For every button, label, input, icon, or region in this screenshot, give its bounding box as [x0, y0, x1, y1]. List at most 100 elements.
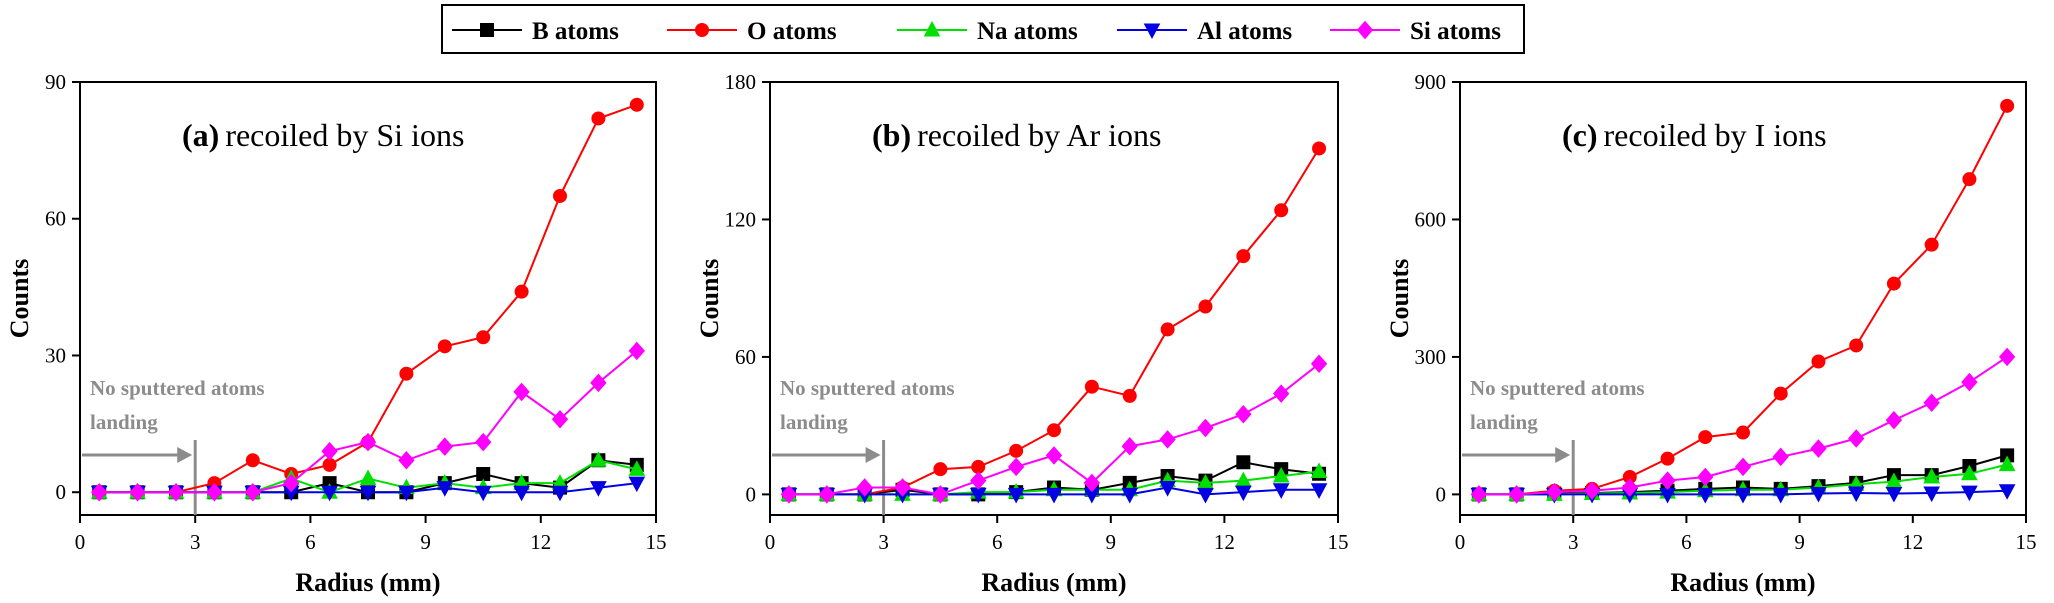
- data-point: [283, 473, 300, 493]
- data-point: [1810, 439, 1827, 458]
- data-point: [167, 482, 185, 502]
- series-line: [788, 147, 1320, 496]
- y-tick-label: 180: [725, 70, 757, 94]
- data-point: [1962, 172, 1977, 187]
- data-point: [1197, 487, 1214, 504]
- plot-frame: [769, 81, 1339, 516]
- data-point: [436, 437, 453, 456]
- y-tick-label: 90: [45, 70, 66, 94]
- data-point: [514, 284, 529, 299]
- annotation-line-2: landing: [90, 410, 158, 434]
- data-point: [932, 485, 949, 504]
- data-point: [628, 341, 645, 361]
- series-si-atoms: [1470, 347, 2016, 504]
- data-point: [1849, 338, 1864, 353]
- data-point: [1122, 388, 1137, 403]
- x-tick-label: 15: [1328, 530, 1349, 554]
- data-point: [437, 339, 452, 354]
- data-point: [474, 485, 492, 502]
- data-point: [1659, 471, 1676, 490]
- data-point: [1470, 485, 1488, 504]
- x-axis-title: Radius (mm): [295, 568, 440, 597]
- data-point: [513, 382, 530, 402]
- data-point: [1121, 487, 1139, 504]
- data-point: [1847, 486, 1865, 503]
- legend-label: O atoms: [747, 18, 837, 45]
- x-tick-label: 3: [1568, 530, 1579, 554]
- panel-title: (a) recoiled by Si ions: [182, 117, 464, 153]
- data-point: [476, 330, 491, 345]
- data-point: [359, 469, 377, 486]
- series-si-atoms: [780, 354, 1328, 504]
- data-point: [1274, 203, 1289, 218]
- legend-label: Na atoms: [977, 18, 1078, 45]
- data-point: [818, 485, 835, 504]
- y-tick-label: 600: [1415, 207, 1447, 231]
- x-tick-label: 3: [878, 530, 889, 554]
- x-axis-title: Radius (mm): [1670, 568, 1815, 597]
- data-point: [1007, 457, 1025, 477]
- y-tick-label: 0: [746, 482, 757, 506]
- legend-entry: Al atoms: [1117, 18, 1292, 45]
- data-point: [1772, 447, 1789, 467]
- data-point: [1159, 430, 1176, 449]
- data-point: [970, 471, 987, 490]
- data-point: [1961, 485, 1978, 502]
- x-tick-label: 6: [992, 530, 1003, 554]
- data-point: [590, 451, 607, 467]
- data-point: [206, 482, 223, 502]
- annotation-arrow-head: [1555, 447, 1571, 463]
- y-axis-title: Counts: [695, 259, 724, 338]
- data-point: [476, 466, 491, 481]
- data-point: [1998, 347, 2016, 367]
- x-tick-label: 9: [1794, 530, 1805, 554]
- data-point: [1773, 386, 1788, 401]
- data-point: [398, 451, 415, 470]
- panel-title-text: recoiled by Si ions: [225, 117, 464, 153]
- data-point: [1009, 443, 1024, 458]
- data-point: [1696, 487, 1714, 504]
- data-point: [321, 441, 338, 461]
- x-tick-label: 3: [190, 530, 201, 554]
- data-point: [359, 485, 377, 502]
- legend-entry: Na atoms: [897, 18, 1078, 45]
- y-tick-label: 60: [735, 345, 756, 369]
- data-point: [1272, 483, 1290, 499]
- data-point: [629, 97, 644, 112]
- data-point: [894, 478, 911, 497]
- data-point: [628, 460, 646, 476]
- data-point: [1197, 418, 1214, 438]
- data-point: [1160, 322, 1175, 337]
- panel-title-text: recoiled by Ar ions: [917, 117, 1161, 153]
- legend-marker: [923, 20, 941, 37]
- panel-c: 0 3 6 9 12 15 0 300 600 900 Radius (mm) Counts (c) re…: [1385, 70, 2037, 597]
- data-point: [1923, 467, 1941, 484]
- data-point: [1007, 487, 1025, 504]
- data-point: [1159, 481, 1176, 497]
- x-tick-label: 6: [1681, 530, 1692, 554]
- data-point: [628, 476, 646, 493]
- legend-marker: [480, 23, 494, 37]
- plot-frame: [79, 81, 657, 516]
- y-tick-label: 60: [45, 207, 66, 231]
- legend-entry: O atoms: [667, 18, 837, 45]
- data-point: [1583, 481, 1601, 500]
- data-point: [1236, 249, 1251, 264]
- annotation-line-1: No sputtered atoms: [780, 376, 955, 400]
- data-point: [91, 482, 108, 502]
- data-point: [245, 453, 260, 468]
- legend-label: Al atoms: [1197, 18, 1292, 45]
- x-tick-label: 12: [1214, 530, 1235, 554]
- data-point: [1772, 487, 1790, 504]
- data-point: [590, 481, 607, 497]
- annotation-line-2: landing: [1470, 410, 1538, 434]
- data-point: [1234, 485, 1252, 502]
- y-tick-label: 0: [56, 480, 67, 504]
- data-point: [359, 432, 377, 452]
- data-point: [1961, 464, 1978, 481]
- data-point: [398, 485, 415, 502]
- data-point: [1045, 446, 1063, 465]
- data-point: [1924, 237, 1939, 252]
- x-tick-label: 15: [646, 530, 667, 554]
